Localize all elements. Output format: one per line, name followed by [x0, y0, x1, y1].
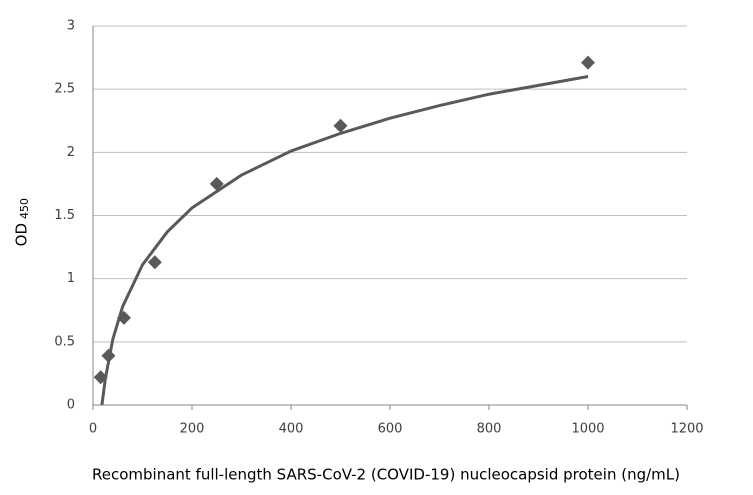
point	[581, 55, 595, 70]
y-tick-label: 2.5	[54, 82, 75, 97]
y-axis-title-group: OD 450	[13, 198, 32, 246]
x-axis-title: Recombinant full-length SARS-CoV-2 (COVI…	[92, 466, 680, 484]
y-tick-label: 1	[67, 271, 75, 286]
point	[147, 255, 162, 270]
y-tick-label: 1.5	[54, 208, 75, 223]
trendline	[100, 75, 589, 406]
x-tick-label: 1200	[670, 422, 703, 437]
point	[101, 348, 116, 363]
point	[93, 370, 108, 385]
y-tick-label: 2	[67, 145, 75, 160]
x-tick-label: 1000	[571, 422, 604, 437]
x-tick-label: 400	[279, 422, 304, 437]
y-tick-label: 0.5	[54, 334, 75, 349]
x-tick-label: 600	[378, 422, 403, 437]
y-axis-title: OD	[13, 223, 31, 246]
point	[209, 176, 224, 191]
y-tick-label: 3	[67, 19, 75, 34]
point	[116, 310, 131, 325]
y-axis-subscript: 450	[18, 198, 31, 219]
x-tick-label: 200	[180, 422, 205, 437]
y-tick-label: 0	[67, 398, 75, 413]
x-tick-label: 800	[477, 422, 502, 437]
x-tick-label: 0	[89, 422, 97, 437]
point	[333, 118, 348, 133]
